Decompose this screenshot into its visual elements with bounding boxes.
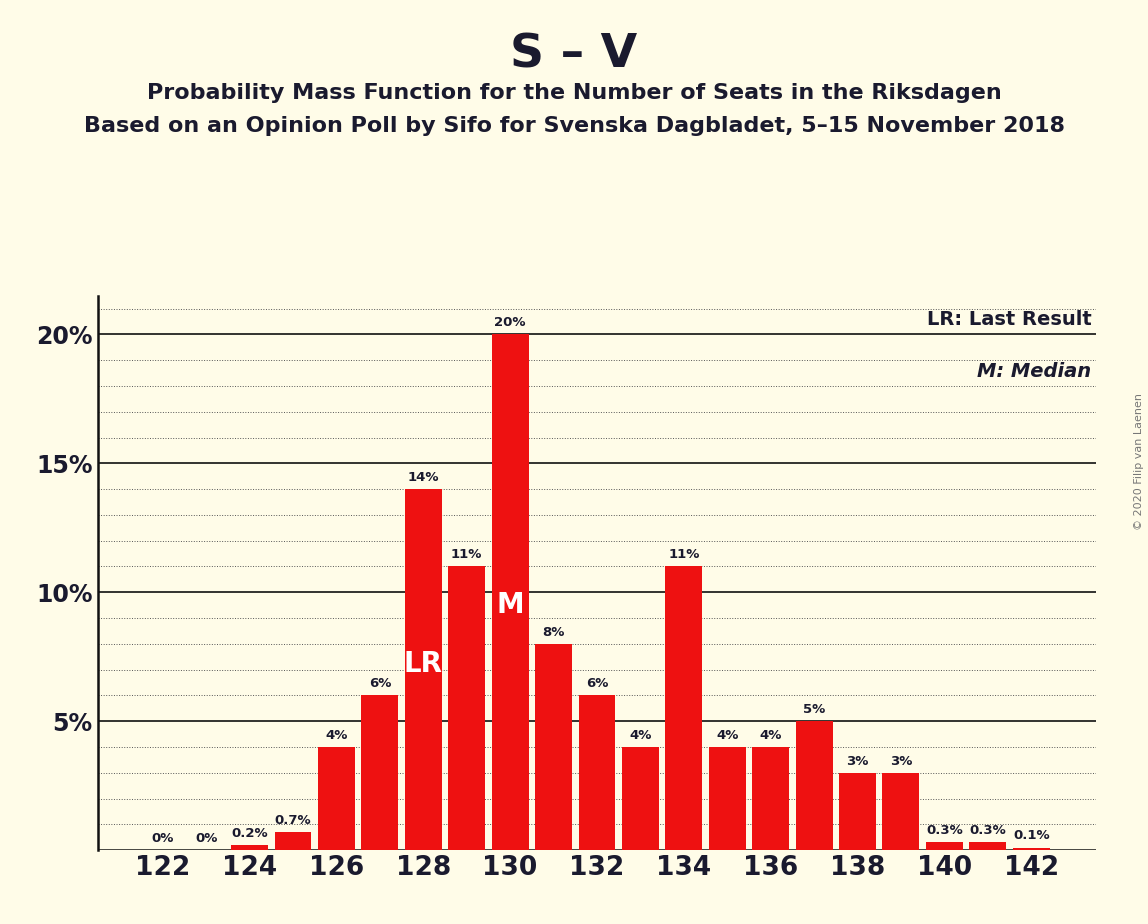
Bar	[318, 747, 355, 850]
Text: M: Median: M: Median	[977, 362, 1092, 382]
Text: LR: Last Result: LR: Last Result	[926, 310, 1092, 329]
Text: 0.7%: 0.7%	[274, 814, 311, 827]
Text: LR: LR	[404, 650, 443, 678]
Text: 6%: 6%	[585, 677, 608, 690]
Bar	[405, 489, 442, 850]
Text: 11%: 11%	[668, 548, 699, 561]
Text: 20%: 20%	[495, 316, 526, 329]
Bar	[448, 566, 486, 850]
Bar	[839, 772, 876, 850]
Text: 0.3%: 0.3%	[969, 824, 1006, 837]
Text: 8%: 8%	[542, 626, 565, 638]
Bar	[926, 843, 963, 850]
Bar	[362, 696, 398, 850]
Text: 0.3%: 0.3%	[926, 824, 963, 837]
Text: 4%: 4%	[760, 729, 782, 742]
Bar	[708, 747, 746, 850]
Bar	[231, 845, 267, 850]
Text: 6%: 6%	[369, 677, 391, 690]
Text: Based on an Opinion Poll by Sifo for Svenska Dagbladet, 5–15 November 2018: Based on an Opinion Poll by Sifo for Sve…	[84, 116, 1064, 136]
Bar	[796, 721, 832, 850]
Bar	[969, 843, 1007, 850]
Bar	[274, 832, 311, 850]
Text: 0.2%: 0.2%	[231, 827, 267, 840]
Text: 5%: 5%	[802, 703, 825, 716]
Text: 3%: 3%	[846, 755, 869, 768]
Text: 0%: 0%	[152, 832, 173, 845]
Bar	[1013, 847, 1049, 850]
Text: 0.1%: 0.1%	[1013, 830, 1049, 843]
Bar	[752, 747, 789, 850]
Text: 14%: 14%	[408, 471, 439, 484]
Bar	[491, 334, 528, 850]
Text: 0%: 0%	[195, 832, 217, 845]
Text: 11%: 11%	[451, 548, 482, 561]
Bar	[579, 696, 615, 850]
Bar	[622, 747, 659, 850]
Text: M: M	[496, 591, 523, 619]
Text: Probability Mass Function for the Number of Seats in the Riksdagen: Probability Mass Function for the Number…	[147, 83, 1001, 103]
Text: 4%: 4%	[716, 729, 738, 742]
Text: S – V: S – V	[511, 32, 637, 78]
Text: 4%: 4%	[629, 729, 652, 742]
Bar	[883, 772, 920, 850]
Bar	[535, 644, 572, 850]
Text: © 2020 Filip van Laenen: © 2020 Filip van Laenen	[1134, 394, 1143, 530]
Text: 4%: 4%	[325, 729, 348, 742]
Text: 3%: 3%	[890, 755, 913, 768]
Bar	[666, 566, 703, 850]
